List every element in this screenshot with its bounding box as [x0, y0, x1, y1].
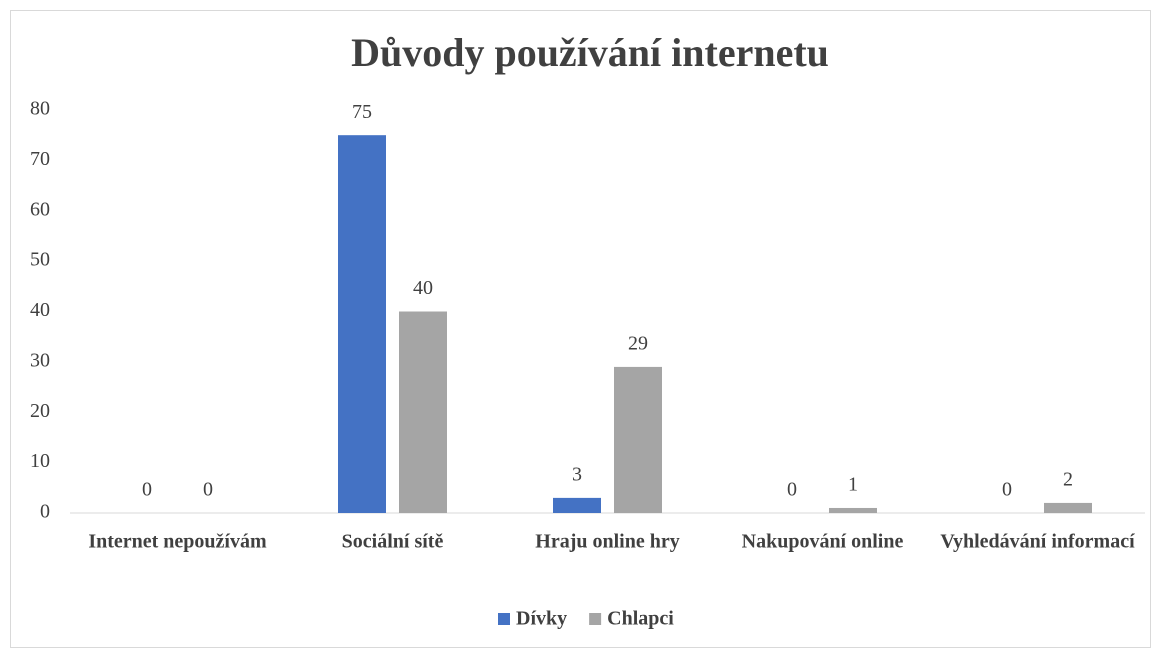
legend-swatch [589, 613, 602, 625]
data-label: 0 [1002, 479, 1012, 501]
data-label: 2 [1063, 469, 1073, 491]
y-tick-label: 80 [30, 98, 50, 120]
bar [399, 311, 447, 513]
data-label: 3 [572, 463, 582, 485]
data-label: 0 [787, 479, 797, 501]
legend-swatch [498, 613, 510, 625]
x-tick-label: Hraju online hry [535, 531, 679, 553]
legend-label: Dívky [516, 608, 567, 630]
x-tick-label: Nakupování online [742, 531, 904, 553]
chart-border [10, 10, 1151, 648]
y-tick-label: 30 [30, 349, 50, 371]
data-label: 75 [352, 101, 372, 123]
data-label: 0 [203, 479, 213, 501]
data-label: 0 [142, 479, 152, 501]
data-label: 40 [413, 277, 433, 299]
y-tick-label: 70 [30, 148, 50, 170]
bar [338, 135, 386, 513]
chart-title: Důvody používání internetu [351, 30, 829, 75]
y-tick-label: 60 [30, 198, 50, 220]
bar [614, 366, 662, 513]
bar [829, 507, 877, 513]
y-tick-label: 10 [30, 450, 50, 472]
y-tick-label: 40 [30, 299, 50, 321]
y-tick-label: 20 [30, 400, 50, 422]
y-tick-label: 50 [30, 249, 50, 271]
x-tick-label: Sociální sítě [342, 531, 444, 553]
y-tick-label: 0 [40, 501, 50, 523]
data-label: 1 [848, 474, 858, 496]
x-tick-label: Vyhledávání informací [940, 531, 1135, 553]
bar [553, 497, 601, 513]
data-label: 29 [628, 333, 648, 355]
x-tick-label: Internet nepoužívám [88, 531, 267, 553]
bar [1044, 502, 1092, 513]
legend-label: Chlapci [607, 608, 674, 630]
